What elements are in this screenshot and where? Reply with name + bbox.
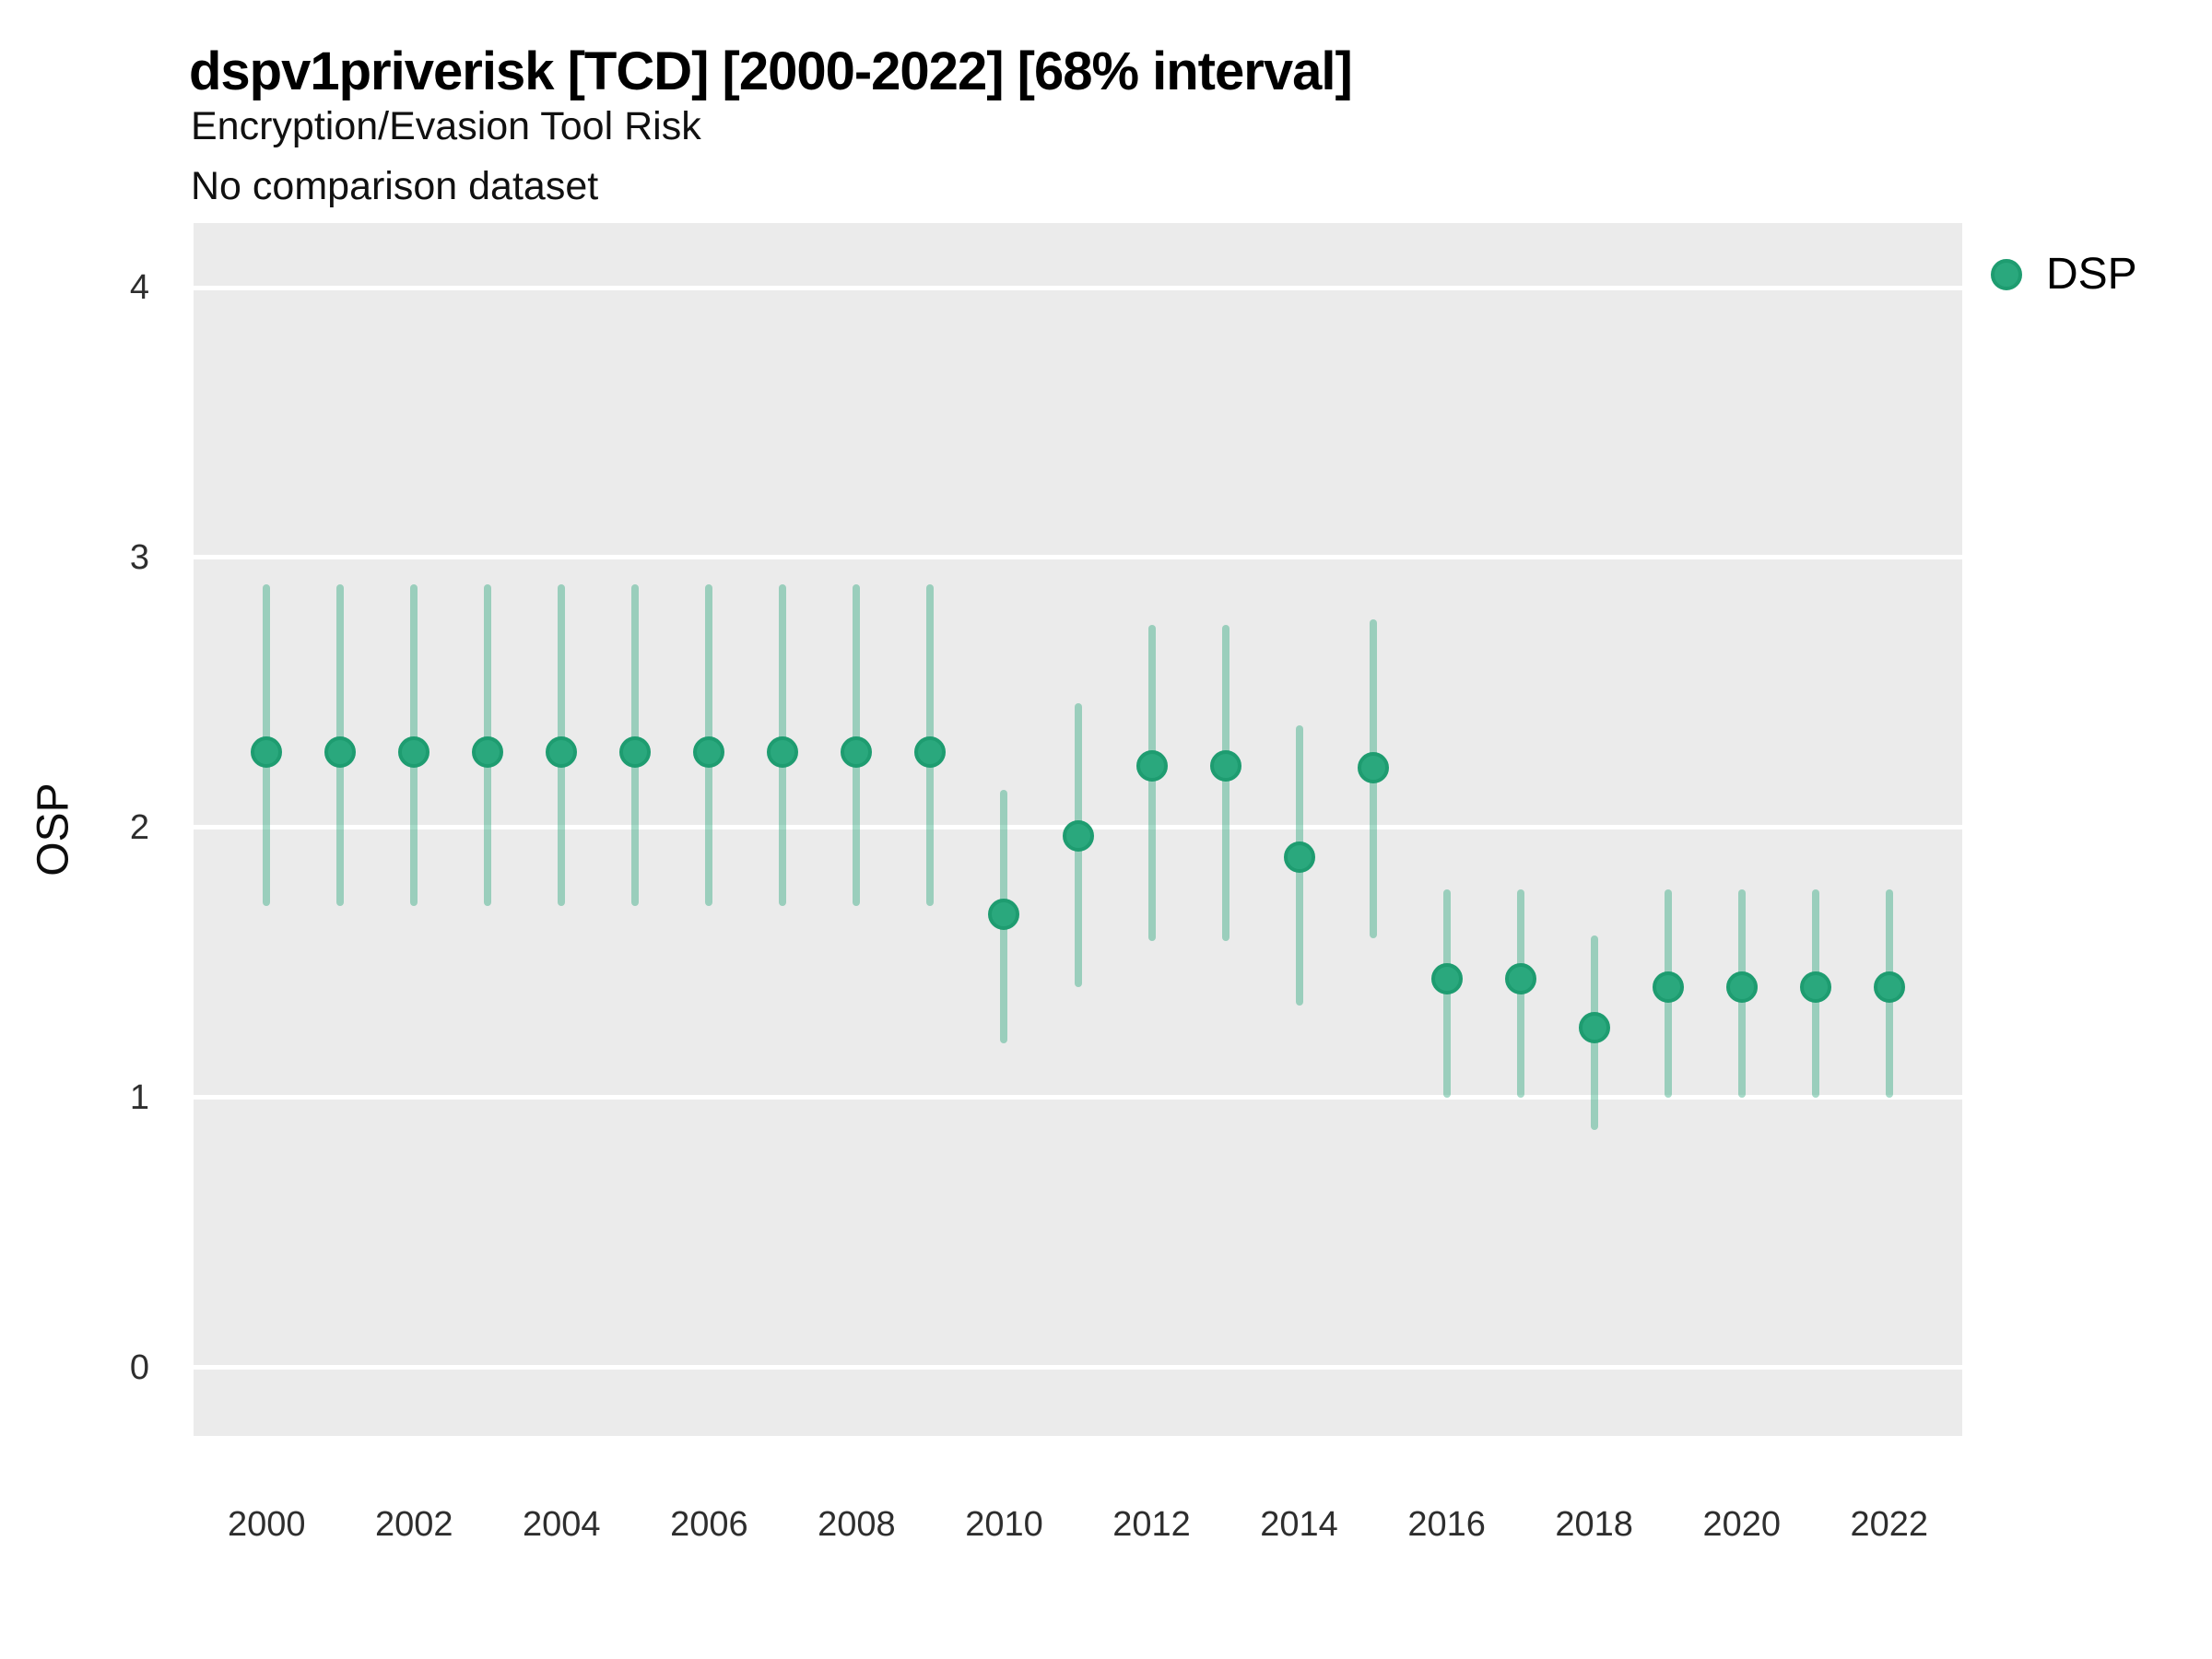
point-marker-2005 (619, 735, 652, 768)
point-marker-2002 (398, 735, 430, 768)
x-tick-label-2006: 2006 (670, 1505, 748, 1544)
gridline-y-1 (194, 1095, 1962, 1100)
y-tick-label-1: 1 (129, 1077, 149, 1117)
gridline-y-3 (194, 555, 1962, 560)
point-marker-2013 (1209, 749, 1241, 782)
x-tick-label-2004: 2004 (523, 1505, 601, 1544)
point-marker-2003 (472, 735, 504, 768)
gridline-y-0 (194, 1365, 1962, 1371)
point-marker-2004 (546, 735, 578, 768)
point-marker-2000 (251, 735, 283, 768)
point-marker-2008 (841, 735, 873, 768)
x-tick-label-2008: 2008 (818, 1505, 896, 1544)
legend: DSP (1991, 249, 2137, 300)
plot-panel (194, 223, 1962, 1436)
point-marker-2016 (1430, 963, 1463, 994)
point-marker-2018 (1578, 1011, 1610, 1043)
chart-title: dspv1priverisk [TCD] [2000-2022] [68% in… (189, 41, 1353, 101)
x-tick-label-2012: 2012 (1112, 1505, 1191, 1544)
x-tick-label-2010: 2010 (965, 1505, 1043, 1544)
y-tick-label-0: 0 (129, 1347, 149, 1387)
legend-label: DSP (2046, 250, 2137, 299)
point-marker-2011 (1062, 819, 1094, 852)
y-tick-label-2: 2 (129, 807, 149, 847)
point-marker-2006 (693, 735, 725, 768)
x-tick-label-2016: 2016 (1407, 1505, 1486, 1544)
y-tick-label-4: 4 (129, 268, 149, 308)
y-tick-label-3: 3 (129, 537, 149, 577)
interval-bar-2012 (1147, 625, 1156, 941)
x-tick-label-2014: 2014 (1260, 1505, 1338, 1544)
point-marker-2017 (1504, 963, 1536, 994)
x-tick-label-2002: 2002 (374, 1505, 453, 1544)
legend-point-marker-icon (1991, 258, 2022, 290)
x-tick-label-2018: 2018 (1555, 1505, 1633, 1544)
x-tick-label-2022: 2022 (1850, 1505, 1929, 1544)
interval-bar-2013 (1221, 625, 1230, 941)
point-marker-2020 (1725, 971, 1758, 1003)
point-marker-2015 (1357, 752, 1389, 784)
point-marker-2022 (1873, 971, 1905, 1003)
gridline-y-4 (194, 285, 1962, 290)
point-marker-2010 (988, 898, 1020, 930)
point-marker-2021 (1799, 971, 1831, 1003)
chart-comparison-note: No comparison dataset (191, 164, 599, 208)
x-tick-label-2020: 2020 (1702, 1505, 1781, 1544)
point-marker-2007 (767, 735, 799, 768)
point-marker-2012 (1135, 749, 1168, 782)
point-marker-2014 (1283, 841, 1315, 874)
point-marker-2009 (914, 735, 947, 768)
point-marker-2001 (324, 735, 357, 768)
x-tick-label-2000: 2000 (227, 1505, 306, 1544)
point-marker-2019 (1652, 971, 1684, 1003)
chart-subtitle: Encryption/Evasion Tool Risk (191, 104, 701, 148)
